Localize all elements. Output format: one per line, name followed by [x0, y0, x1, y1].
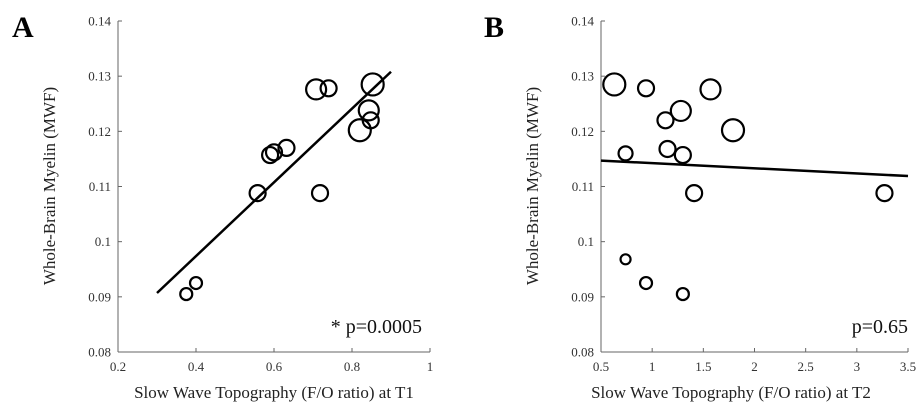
panel-b-xtick-label: 2.5	[798, 359, 814, 374]
panel-b-data-point	[656, 111, 675, 130]
panel-b-data-point	[636, 79, 656, 98]
panel-a-data-point	[347, 118, 372, 143]
panel-a-ytick-label: 0.09	[88, 289, 111, 304]
panel-a-data-point	[277, 138, 296, 157]
panel-a: A Whole-Brain Myelin (MWF) Slow Wave Top…	[12, 11, 433, 402]
panel-a-xlabel: Slow Wave Topography (F/O ratio) at T1	[134, 383, 414, 402]
panel-b-xtick-label: 2	[751, 359, 758, 374]
panel-b-data-point	[875, 184, 894, 203]
panel-b-xtick-label: 3.5	[900, 359, 916, 374]
panel-b-ytick-label: 0.14	[571, 14, 594, 29]
panel-a-data-point	[188, 275, 204, 291]
panel-a-data-point	[357, 99, 380, 122]
panel-a-data-point	[261, 145, 280, 165]
panel-a-ytick-label: 0.12	[88, 124, 111, 139]
panel-b-ytick-label: 0.09	[571, 289, 594, 304]
panel-a-data-point	[264, 143, 284, 162]
panel-a-ytick-label: 0.13	[88, 69, 111, 84]
panel-a-data-point	[179, 286, 194, 302]
panel-a-ytick-label: 0.14	[88, 14, 111, 29]
panel-a-ytick-label: 0.11	[89, 179, 111, 194]
panel-b-xlabel: Slow Wave Topography (F/O ratio) at T2	[591, 383, 871, 402]
panel-b-data-point	[619, 253, 632, 266]
panel-b-ytick-label: 0.08	[571, 345, 594, 360]
panel-a-xtick-label: 1	[427, 359, 434, 374]
panel-a-ytick-label: 0.1	[95, 234, 111, 249]
panel-a-data-point	[361, 111, 380, 130]
panel-b-ticks: 0.5 1 1.5 2 2.5 3 3.5 0.08 0.09 0.1 0.11 0.12 0.13 0.…	[571, 14, 916, 375]
panel-a-data-point	[360, 72, 385, 97]
panel-a-data-point	[305, 78, 328, 101]
panel-b-xtick-label: 3	[854, 359, 861, 374]
panel-a-xtick-label: 0.8	[344, 359, 360, 374]
panel-b-ytick-label: 0.13	[571, 69, 594, 84]
panel-b-data-point	[658, 139, 677, 159]
panel-b-data-point	[675, 286, 690, 302]
panel-b-data-point	[669, 99, 692, 123]
panel-b-data-point	[602, 72, 627, 97]
panel-a-fit-line	[156, 70, 392, 294]
panel-b-p-value: p=0.65	[852, 316, 908, 338]
panel-a-data-point	[319, 79, 338, 98]
panel-a-data-point	[248, 184, 267, 203]
panel-b-ytick-label: 0.11	[572, 179, 594, 194]
panel-a-xtick-label: 0.4	[188, 359, 205, 374]
panel-a-ticks: 0.2 0.4 0.6 0.8 1 0.08 0.09 0.1 0.11 0.12 0.13 0.14	[88, 14, 433, 375]
panel-b-xtick-label: 1.5	[695, 359, 711, 374]
panel-b-fit-line	[600, 159, 909, 178]
panel-a-xtick-label: 0.6	[266, 359, 283, 374]
panel-b-data-point	[699, 78, 722, 101]
panel-b-data-point	[685, 184, 704, 203]
panel-b-data-point	[638, 275, 654, 291]
panel-a-letter: A	[12, 11, 34, 44]
panel-b-ylabel: Whole-Brain Myelin (MWF)	[523, 87, 542, 285]
panel-a-points	[179, 72, 385, 302]
panel-a-xtick-label: 0.2	[110, 359, 126, 374]
panel-b-letter: B	[484, 11, 504, 44]
panel-a-ylabel: Whole-Brain Myelin (MWF)	[40, 87, 59, 285]
panel-b-points	[602, 72, 894, 302]
panel-b-data-point	[673, 145, 692, 165]
panel-b: B Whole-Brain Myelin (MWF) Slow Wave Top…	[484, 11, 916, 402]
panel-b-data-point	[720, 118, 746, 143]
panel-b-data-point	[617, 145, 634, 162]
panel-b-ytick-label: 0.12	[571, 124, 594, 139]
panel-a-p-value: * p=0.0005	[331, 316, 422, 338]
panel-b-xtick-label: 1	[649, 359, 656, 374]
panel-b-xtick-label: 0.5	[593, 359, 609, 374]
panel-a-ytick-label: 0.08	[88, 345, 111, 360]
panel-a-data-point	[310, 184, 330, 203]
panel-b-ytick-label: 0.1	[578, 234, 594, 249]
